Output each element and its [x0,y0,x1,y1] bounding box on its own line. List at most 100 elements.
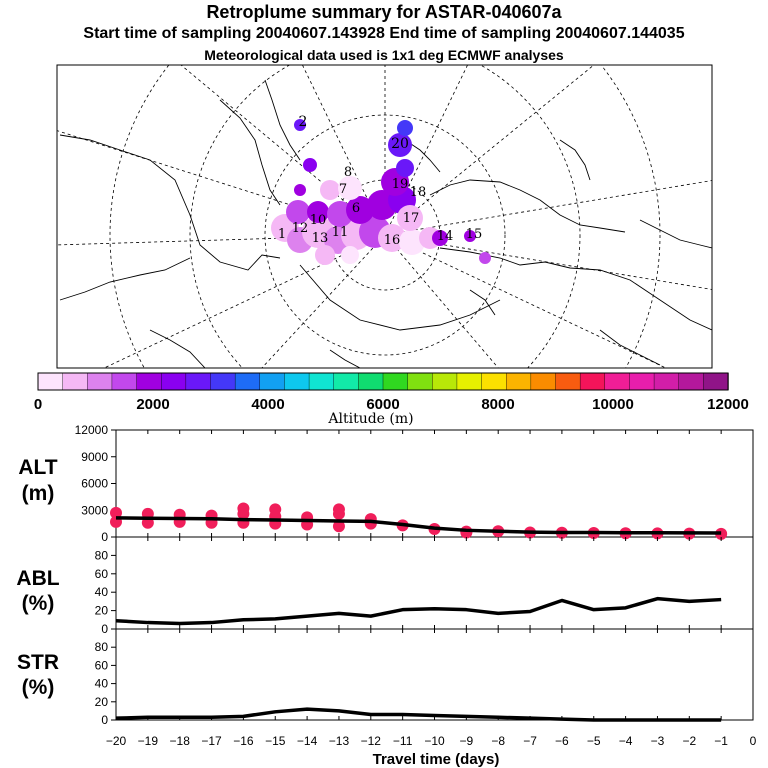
alt-scatter-point [715,527,728,540]
abl-panel-label: ABL [16,567,59,590]
cluster-label: 18 [410,185,427,200]
alt-scatter-point [332,520,345,533]
x-tick-label: −16 [233,734,254,748]
alt-ytick-label: 0 [101,530,108,544]
alt-ytick-label: 9000 [81,450,108,464]
colorbar-swatch [629,372,655,391]
cluster-label: 13 [312,231,329,246]
altitude-colorbar: 0 2000 4000 6000 8000 10000 12000 Altitude (m) [34,372,749,427]
plume-blob [399,229,425,255]
colorbar-tick-label: 6000 [366,396,399,413]
x-tick-label: −9 [460,734,474,748]
colorbar-swatch [407,372,433,391]
colorbar-tick-label: 0 [34,396,42,413]
colorbar-tick-label: 2000 [136,396,169,413]
colorbar-frame [37,372,729,391]
cluster-label: 11 [332,225,349,240]
str-panel-label: STR [17,651,59,674]
str-ytick-label: 60 [95,658,109,672]
cluster-label: 19 [392,177,409,192]
colorbar-swatch [678,372,705,391]
colorbar-swatch [382,372,409,391]
colorbar-swatch [530,372,557,391]
plume-blob [396,159,414,177]
alt-series-line [115,516,722,535]
colorbar-swatch [555,372,581,391]
alt-panel-label: ALT [18,456,57,479]
alt-scatter-point [110,506,122,519]
str-ytick-label: 20 [95,695,109,709]
colorbar-swatch [37,372,64,391]
abl-panel-frame [115,536,754,630]
chart-title: Retroplume summary for ASTAR-040607a [206,2,562,22]
alt-panel-unit: (m) [22,482,55,505]
plume-blob [432,230,448,246]
alt-scatter-point [364,517,377,530]
colorbar-swatch [161,372,187,391]
colorbar-tick-label: 4000 [251,396,284,413]
x-tick-label: −19 [138,734,159,748]
plume-blob [294,184,306,196]
colorbar-swatch [456,372,483,391]
plume-blob [346,196,374,224]
alt-scatter-point [332,503,345,516]
str-ytick-label: 80 [95,640,109,654]
x-tick-label: −1 [714,734,728,748]
plume-blob [479,252,491,264]
colorbar-swatch [653,372,680,391]
plume-blob [341,246,359,264]
alt-scatter-point [237,502,250,515]
x-tick-label: −3 [651,734,665,748]
colorbar-tick-label: 12000 [707,396,749,413]
colorbar-label: Altitude (m) [327,411,413,427]
cluster-label: 15 [466,227,483,242]
str-series-line [115,707,722,722]
colorbar-swatch [358,372,384,391]
abl-ytick-label: 60 [95,567,109,581]
x-tick-label: −14 [297,734,318,748]
x-tick-label: −5 [587,734,601,748]
x-tick-label: −4 [619,734,633,748]
plume-blob [320,180,340,200]
plume-blob [388,133,412,157]
x-tick-label: −11 [393,734,413,748]
plume-blob [397,205,423,231]
alt-ytick-label: 3000 [81,503,108,517]
colorbar-swatch [703,372,729,391]
cluster-label: 8 [344,165,352,180]
colorbar-swatch [185,372,212,391]
colorbar-swatch [308,372,335,391]
cluster-label: 6 [352,201,360,216]
abl-ytick-label: 40 [95,585,109,599]
cluster-label: 17 [403,211,420,226]
colorbar-swatch [62,372,88,391]
str-panel-unit: (%) [22,676,55,699]
plume-blob [464,230,476,242]
colorbar-swatch [136,372,162,391]
alt-scatter-point [269,503,282,516]
plume-blob [397,120,413,136]
colorbar-swatch [234,372,261,391]
colorbar-swatch [111,372,138,391]
plume-blob [378,224,406,252]
colorbar-swatch [506,372,532,391]
plume-blob [315,245,335,265]
x-tick-label: −10 [424,734,445,748]
str-ytick-label: 0 [101,713,108,727]
time-series-panels: ALT (m) ABL (%) STR (%) 0300060009000120… [16,423,756,768]
str-ytick-label: 40 [95,677,109,691]
x-tick-label: −17 [201,734,222,748]
abl-ytick-label: 20 [95,604,109,618]
plume-blob [286,200,310,224]
x-tick-label: −20 [106,734,127,748]
str-panel-frame [115,628,754,721]
cluster-label: 7 [339,182,347,197]
colorbar-swatch [210,372,236,391]
colorbar-tick-label: 10000 [592,396,634,413]
cluster-label: 10 [310,213,327,228]
cluster-label: 12 [292,221,309,236]
x-tick-label: −2 [682,734,696,748]
colorbar-swatch [579,372,606,391]
